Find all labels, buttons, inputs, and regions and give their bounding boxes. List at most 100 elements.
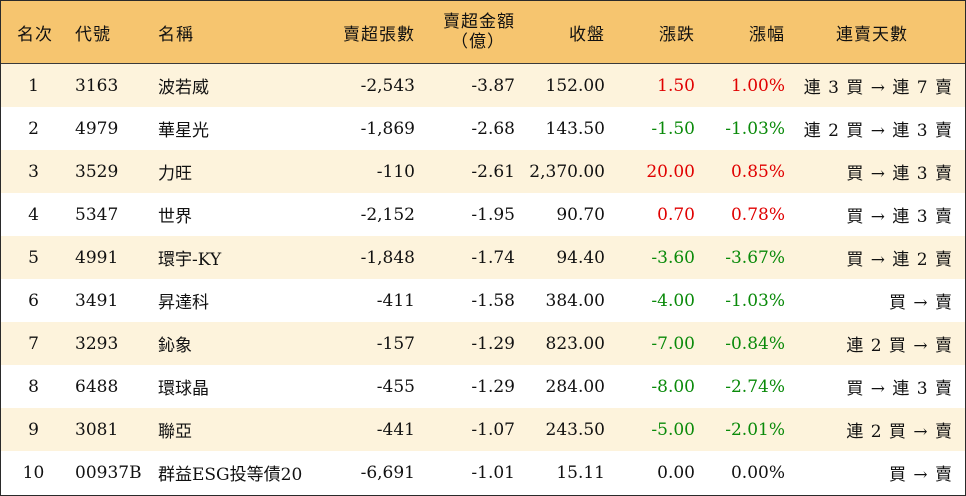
cell-change: -5.00	[651, 419, 695, 440]
cell-sell-quantity: -441	[376, 419, 415, 440]
cell-change-pct: -2.01%	[725, 419, 785, 440]
header-sell-amount: 賣超金額 （億）	[421, 1, 515, 63]
cell-code: 3081	[75, 419, 119, 440]
cell-streak: 連 2 買 → 連 3 賣	[803, 121, 953, 141]
cell-name: 聯亞	[158, 422, 192, 442]
cell-code: 3529	[75, 161, 119, 182]
cell-change: -1.50	[651, 118, 695, 139]
cell-streak: 連 2 買 → 賣	[846, 336, 953, 356]
cell-name: 環球晶	[158, 379, 209, 399]
cell-streak: 連 2 買 → 賣	[846, 422, 953, 442]
cell-sell-amount: -1.07	[471, 419, 515, 440]
cell-close: 90.70	[556, 204, 605, 225]
cell-close: 384.00	[545, 290, 605, 311]
cell-code: 5347	[75, 204, 119, 225]
header-sell-quantity: 賣超張數	[343, 24, 415, 45]
cell-rank: 6	[28, 290, 39, 311]
cell-streak: 買 → 賣	[888, 293, 953, 313]
cell-change: -7.00	[651, 333, 695, 354]
cell-close: 15.11	[556, 462, 605, 483]
cell-close: 823.00	[545, 333, 605, 354]
cell-change-pct: -1.03%	[725, 290, 785, 311]
cell-close: 243.50	[545, 419, 605, 440]
cell-streak: 買 → 連 2 賣	[846, 250, 953, 270]
cell-change-pct: -0.84%	[725, 333, 785, 354]
cell-code: 4991	[75, 247, 119, 268]
cell-change: 1.50	[657, 75, 695, 96]
cell-sell-quantity: -1,848	[360, 247, 415, 268]
cell-rank: 1	[28, 75, 39, 96]
cell-rank: 4	[28, 204, 39, 225]
cell-sell-amount: -1.95	[471, 204, 515, 225]
cell-close: 284.00	[545, 376, 605, 397]
cell-code: 3163	[75, 75, 119, 96]
cell-sell-amount: -3.87	[471, 75, 515, 96]
cell-sell-quantity: -455	[376, 376, 415, 397]
cell-name: 環宇-KY	[158, 250, 222, 270]
cell-change: 0.70	[657, 204, 695, 225]
cell-change-pct: 0.78%	[730, 204, 785, 225]
cell-sell-amount: -1.01	[471, 462, 515, 483]
cell-change-pct: -1.03%	[725, 118, 785, 139]
cell-sell-quantity: -157	[376, 333, 415, 354]
cell-name: 鈊象	[158, 336, 192, 356]
cell-close: 94.40	[556, 247, 605, 268]
cell-code: 3293	[75, 333, 119, 354]
cell-change: -8.00	[651, 376, 695, 397]
table-row: 4 5347 世界 -2,152 -1.95 90.70 0.70 0.78% 買 → 連 3 …	[1, 193, 965, 236]
cell-sell-quantity: -2,543	[360, 75, 415, 96]
cell-sell-amount: -1.29	[471, 333, 515, 354]
cell-streak: 買 → 連 3 賣	[846, 379, 953, 399]
cell-name: 波若威	[158, 78, 209, 98]
header-sell-amount-unit: （億）	[451, 32, 505, 52]
header-change-pct: 漲幅	[749, 24, 785, 45]
cell-sell-quantity: -2,152	[360, 204, 415, 225]
cell-sell-amount: -2.68	[471, 118, 515, 139]
cell-change: 0.00	[657, 462, 695, 483]
header-streak: 連賣天數	[836, 24, 908, 45]
table-row: 3 3529 力旺 -110 -2.61 2,370.00 20.00 0.85% 買 → 連 …	[1, 150, 965, 193]
cell-sell-amount: -2.61	[471, 161, 515, 182]
cell-sell-quantity: -110	[376, 161, 415, 182]
cell-name: 群益ESG投等債20	[158, 465, 303, 485]
cell-change-pct: 0.00%	[730, 462, 785, 483]
header-code: 代號	[75, 24, 111, 45]
cell-rank: 10	[22, 462, 45, 483]
cell-sell-quantity: -411	[376, 290, 415, 311]
table-row: 9 3081 聯亞 -441 -1.07 243.50 -5.00 -2.01% 連 2 買 →…	[1, 408, 965, 451]
cell-change-pct: 1.00%	[730, 75, 785, 96]
header-close: 收盤	[569, 24, 605, 45]
cell-name: 力旺	[158, 164, 192, 184]
cell-change: 20.00	[646, 161, 695, 182]
header-sell-amount-title: 賣超金額	[443, 12, 515, 32]
table-row: 6 3491 昇達科 -411 -1.58 384.00 -4.00 -1.03% 買 → 賣	[1, 279, 965, 322]
cell-change-pct: -2.74%	[725, 376, 785, 397]
cell-close: 152.00	[545, 75, 605, 96]
cell-code: 4979	[75, 118, 119, 139]
cell-sell-quantity: -6,691	[360, 462, 415, 483]
cell-rank: 7	[28, 333, 39, 354]
cell-streak: 買 → 連 3 賣	[846, 207, 953, 227]
cell-code: 6488	[75, 376, 119, 397]
cell-change: -4.00	[651, 290, 695, 311]
header-name: 名稱	[158, 24, 194, 45]
table-header: 名次 代號 名稱 賣超張數 賣超金額 （億） 收盤 漲跌 漲幅 連賣天數	[1, 1, 965, 64]
table-row: 10 00937B 群益ESG投等債20 -6,691 -1.01 15.11 0.00 0.…	[1, 451, 965, 494]
cell-sell-amount: -1.29	[471, 376, 515, 397]
cell-rank: 2	[28, 118, 39, 139]
cell-streak: 買 → 賣	[888, 465, 953, 485]
cell-name: 華星光	[158, 121, 209, 141]
cell-rank: 5	[28, 247, 39, 268]
table-row: 2 4979 華星光 -1,869 -2.68 143.50 -1.50 -1.03% 連 2 …	[1, 107, 965, 150]
cell-code: 3491	[75, 290, 119, 311]
cell-sell-amount: -1.58	[471, 290, 515, 311]
cell-streak: 連 3 買 → 連 7 賣	[803, 78, 953, 98]
cell-rank: 8	[28, 376, 39, 397]
cell-change-pct: -3.67%	[725, 247, 785, 268]
cell-name: 世界	[158, 207, 192, 227]
table-row: 5 4991 環宇-KY -1,848 -1.74 94.40 -3.60 -3.67% 買 →…	[1, 236, 965, 279]
table-row: 7 3293 鈊象 -157 -1.29 823.00 -7.00 -0.84% 連 2 買 →…	[1, 322, 965, 365]
cell-close: 143.50	[545, 118, 605, 139]
cell-code: 00937B	[75, 462, 142, 483]
